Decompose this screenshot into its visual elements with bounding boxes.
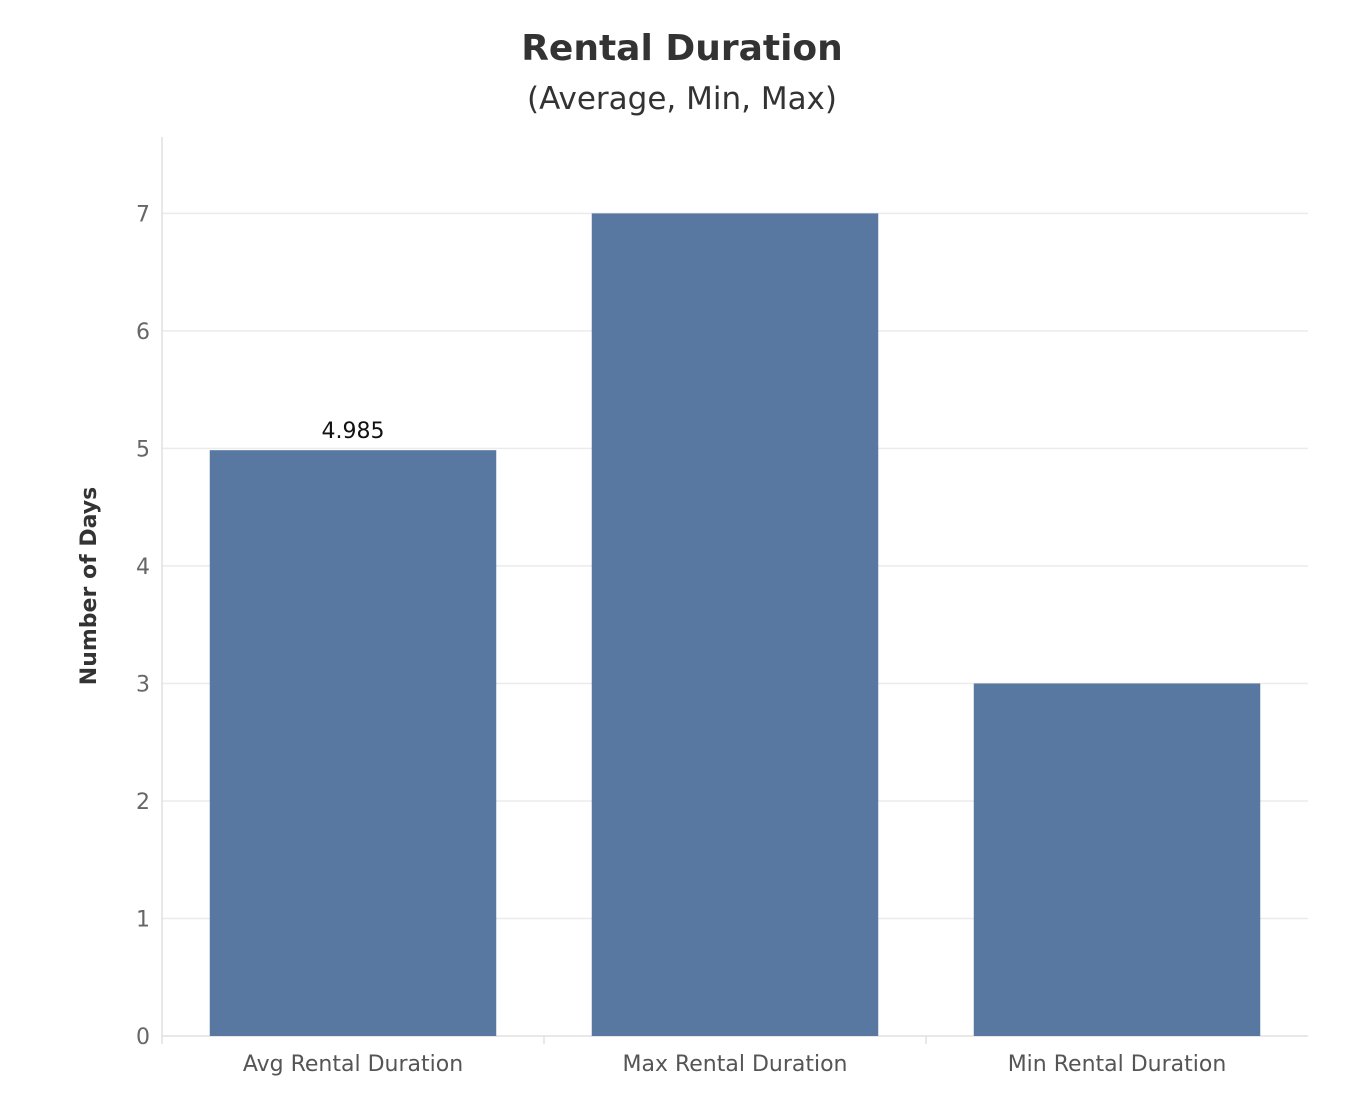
chart-title: Rental Duration <box>521 28 843 69</box>
y-tick-label: 6 <box>136 320 150 345</box>
y-tick-label: 3 <box>136 672 150 697</box>
x-tick-label: Max Rental Duration <box>622 1052 847 1077</box>
bar[interactable] <box>973 683 1261 1036</box>
y-tick-label: 0 <box>136 1025 150 1050</box>
bars <box>209 213 1261 1037</box>
labels: 0 1 2 3 4 5 6 7 Avg Rental Duration 4.985 Max Rent… <box>136 202 1226 1077</box>
bar[interactable] <box>209 450 497 1037</box>
y-tick-label: 1 <box>136 907 150 932</box>
bar-value-label: 4.985 <box>322 419 385 444</box>
x-tick-label: Avg Rental Duration <box>243 1052 463 1077</box>
y-tick-label: 5 <box>136 437 150 462</box>
y-tick-label: 2 <box>136 790 150 815</box>
bar[interactable] <box>591 213 879 1036</box>
y-axis-label: Number of Days <box>77 487 102 685</box>
y-tick-label: 4 <box>136 555 150 580</box>
x-tick-label: Min Rental Duration <box>1008 1052 1227 1077</box>
y-tick-label: 7 <box>136 202 150 227</box>
chart-subtitle: (Average, Min, Max) <box>527 81 837 117</box>
